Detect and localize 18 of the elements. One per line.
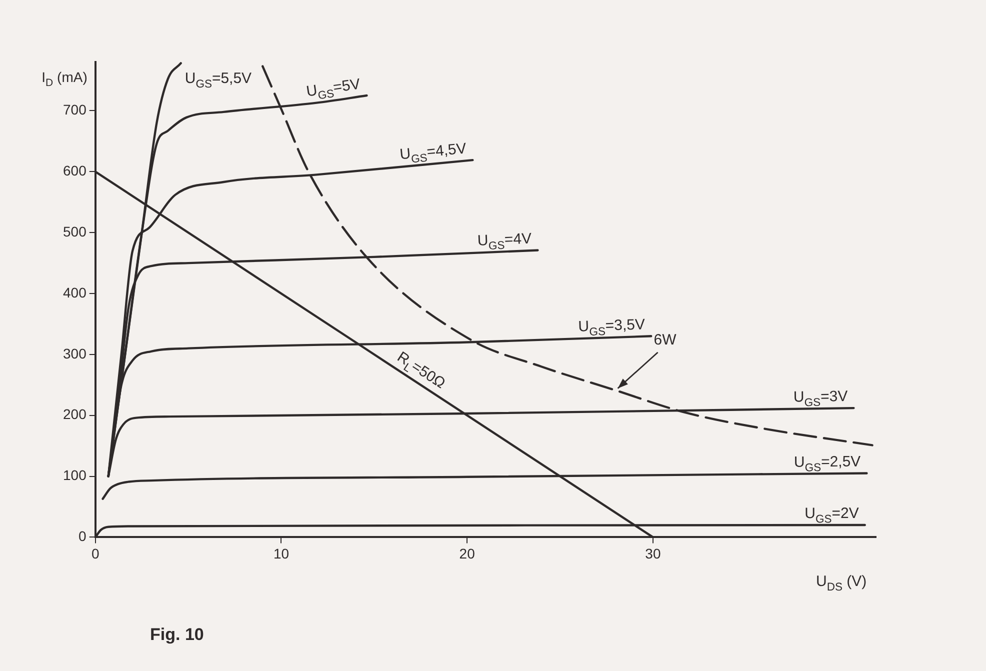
caption: Fig. 10 (150, 625, 204, 644)
y-tick-label: 300 (63, 345, 87, 362)
y-tick-label: 700 (63, 102, 87, 118)
text: RL=50Ω (394, 348, 448, 392)
y-tick-label: 100 (63, 467, 87, 484)
x-tick-label: 10 (273, 545, 290, 562)
text: UGS=4,5V (399, 140, 468, 166)
text: UGS=5V (305, 76, 362, 102)
y-tick-label: 600 (63, 162, 87, 179)
x-tick-label: 0 (91, 545, 100, 562)
x-tick-label: 20 (459, 545, 476, 562)
y-tick-label: 200 (63, 406, 87, 422)
y-tick-label: 500 (63, 223, 87, 240)
series-label: UGS=4V (477, 230, 532, 253)
y-tick-label: 0 (78, 528, 87, 544)
annotation: 6W (654, 331, 678, 348)
x-tick-label: 30 (645, 545, 661, 562)
y-tick-label: 400 (63, 284, 87, 300)
